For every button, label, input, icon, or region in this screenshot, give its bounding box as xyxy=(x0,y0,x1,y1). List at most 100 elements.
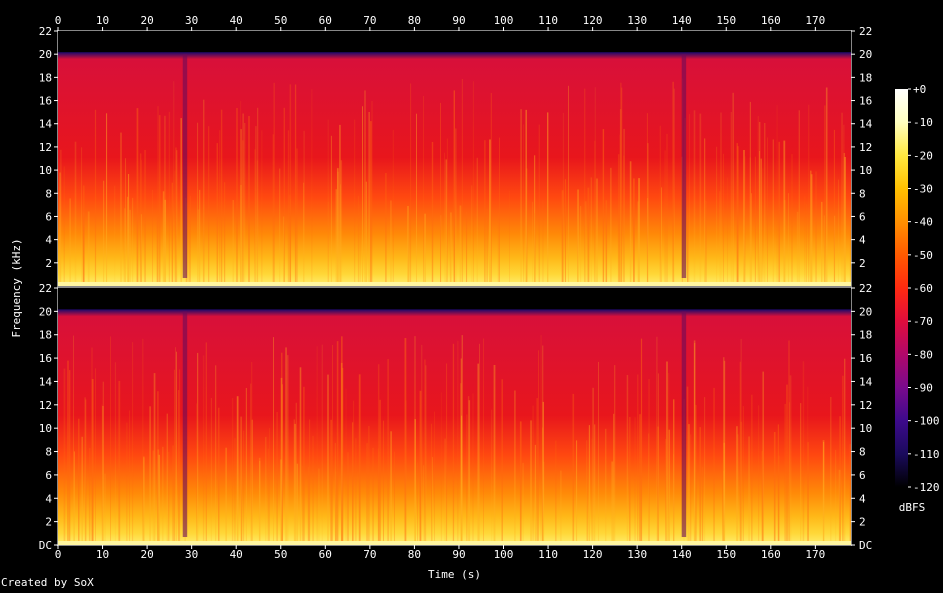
spectrogram-streak xyxy=(704,138,706,286)
spectrogram-streak xyxy=(152,190,153,286)
y-tick-label: 4 xyxy=(45,234,52,247)
spectrogram-streak xyxy=(285,347,287,545)
spectrogram-streak xyxy=(124,208,126,286)
spectrogram-streak xyxy=(633,178,635,286)
spectrogram-streak xyxy=(619,109,622,286)
spectrogram-streak xyxy=(347,452,349,545)
spectrogram-streak xyxy=(440,102,441,287)
spectrogram-streak xyxy=(164,115,166,286)
spectrogram-streak xyxy=(446,363,448,545)
spectrogram-streak xyxy=(251,419,253,545)
spectrogram-streak xyxy=(302,465,303,545)
spectrogram-streak xyxy=(788,340,790,545)
spectrogram-streak xyxy=(78,418,80,545)
spectrogram-streak xyxy=(587,187,590,286)
spectrogram-streak xyxy=(179,369,181,545)
spectrogram-streak xyxy=(294,84,297,286)
spectrogram-streak xyxy=(341,336,343,545)
spectrogram-streak xyxy=(254,149,256,286)
spectrogram-streak xyxy=(778,455,780,545)
spectrogram-streak xyxy=(290,199,291,286)
spectrogram-streak xyxy=(453,90,455,287)
spectrogram-streak xyxy=(784,403,786,545)
spectrogram-streak xyxy=(171,182,173,286)
spectrogram-streak xyxy=(177,390,180,545)
spectrogram-streak xyxy=(842,375,844,545)
y-tick-label-right: 2 xyxy=(859,257,866,270)
spectrogram-streak xyxy=(605,200,608,286)
spectrogram-streak xyxy=(543,461,545,545)
spectrogram-streak xyxy=(626,375,629,545)
spectrogram-streak xyxy=(740,421,743,545)
y-tick-label-right: 16 xyxy=(859,352,872,365)
spectrogram-streak xyxy=(742,406,744,545)
spectrogram-streak xyxy=(424,359,426,545)
spectrogram-streak xyxy=(127,196,129,286)
spectrogram-streak xyxy=(534,212,536,286)
spectrogram-streak xyxy=(180,118,182,286)
spectrogram-streak xyxy=(85,399,87,545)
y-tick-label: 18 xyxy=(39,329,52,342)
spectrogram-streak xyxy=(455,128,457,286)
x-tick-label-top: 170 xyxy=(805,14,825,27)
spectrogram-streak xyxy=(468,400,471,545)
spectrogram-streak xyxy=(534,444,536,545)
spectrogram-streak xyxy=(232,200,234,286)
spectrogram-streak xyxy=(104,473,106,545)
spectrogram-streak xyxy=(296,463,299,545)
spectrogram-streak xyxy=(479,343,480,545)
spectrogram-streak xyxy=(95,368,96,545)
spectrogram-streak xyxy=(250,383,252,545)
spectrogram-streak xyxy=(568,85,569,286)
y-tick-label-right: 4 xyxy=(859,234,866,247)
colorbar-label: dBFS xyxy=(899,501,926,514)
spectrogram-streak xyxy=(758,405,760,545)
spectrogram-streak xyxy=(202,209,205,286)
spectrogram-streak xyxy=(81,436,83,545)
spectrogram-streak xyxy=(777,424,779,545)
y-tick-label: DC xyxy=(39,539,52,552)
spectrogram-streak xyxy=(91,347,93,545)
spectrogram-streak xyxy=(390,200,392,286)
spectrogram-streak xyxy=(843,124,845,286)
spectrogram-streak xyxy=(699,113,702,286)
y-tick-label: 10 xyxy=(39,422,52,435)
y-tick-label-right: DC xyxy=(859,539,872,552)
spectrogram-streak xyxy=(800,403,802,545)
spectrogram-streak xyxy=(332,345,333,545)
spectrogram-streak xyxy=(103,180,105,286)
spectrogram-streak xyxy=(727,177,728,286)
colorbar-tick-label: -30 xyxy=(913,183,933,196)
x-tick-label: 20 xyxy=(140,548,153,561)
spectrogram-streak xyxy=(196,403,197,545)
spectrogram-streak xyxy=(244,123,246,286)
spectrogram-streak xyxy=(538,350,539,545)
spectrogram-streak xyxy=(216,143,218,286)
spectrogram-streak xyxy=(94,109,97,286)
spectrogram-streak xyxy=(63,166,65,286)
spectrogram-streak xyxy=(611,461,614,545)
spectrogram-streak xyxy=(368,112,370,286)
spectrogram-streak xyxy=(509,190,510,286)
spectrogram-streak xyxy=(772,139,774,286)
spectrogram-streak xyxy=(562,112,564,287)
x-tick-label-top: 50 xyxy=(274,14,287,27)
spectrogram-streak xyxy=(444,152,445,286)
spectrogram-streak xyxy=(519,421,522,545)
spectrogram-streak xyxy=(534,155,536,286)
x-tick-label-top: 130 xyxy=(627,14,647,27)
spectrogram-streak xyxy=(129,410,130,545)
spectrogram-streak xyxy=(461,79,463,286)
spectrogram-streak xyxy=(175,347,176,545)
colorbar-tick-label: -110 xyxy=(913,448,940,461)
spectrogram-streak xyxy=(240,100,242,287)
spectrogram-streak xyxy=(425,365,427,545)
spectrogram-streak xyxy=(256,160,258,286)
spectrogram-streak xyxy=(704,397,706,545)
spectrogram-streak xyxy=(168,452,170,545)
spectrogram-streak xyxy=(289,194,291,286)
spectrogram-streak xyxy=(617,154,620,286)
spectrogram-streak xyxy=(445,159,447,286)
spectrogram-streak xyxy=(91,379,94,545)
x-tick-label: 10 xyxy=(96,548,109,561)
